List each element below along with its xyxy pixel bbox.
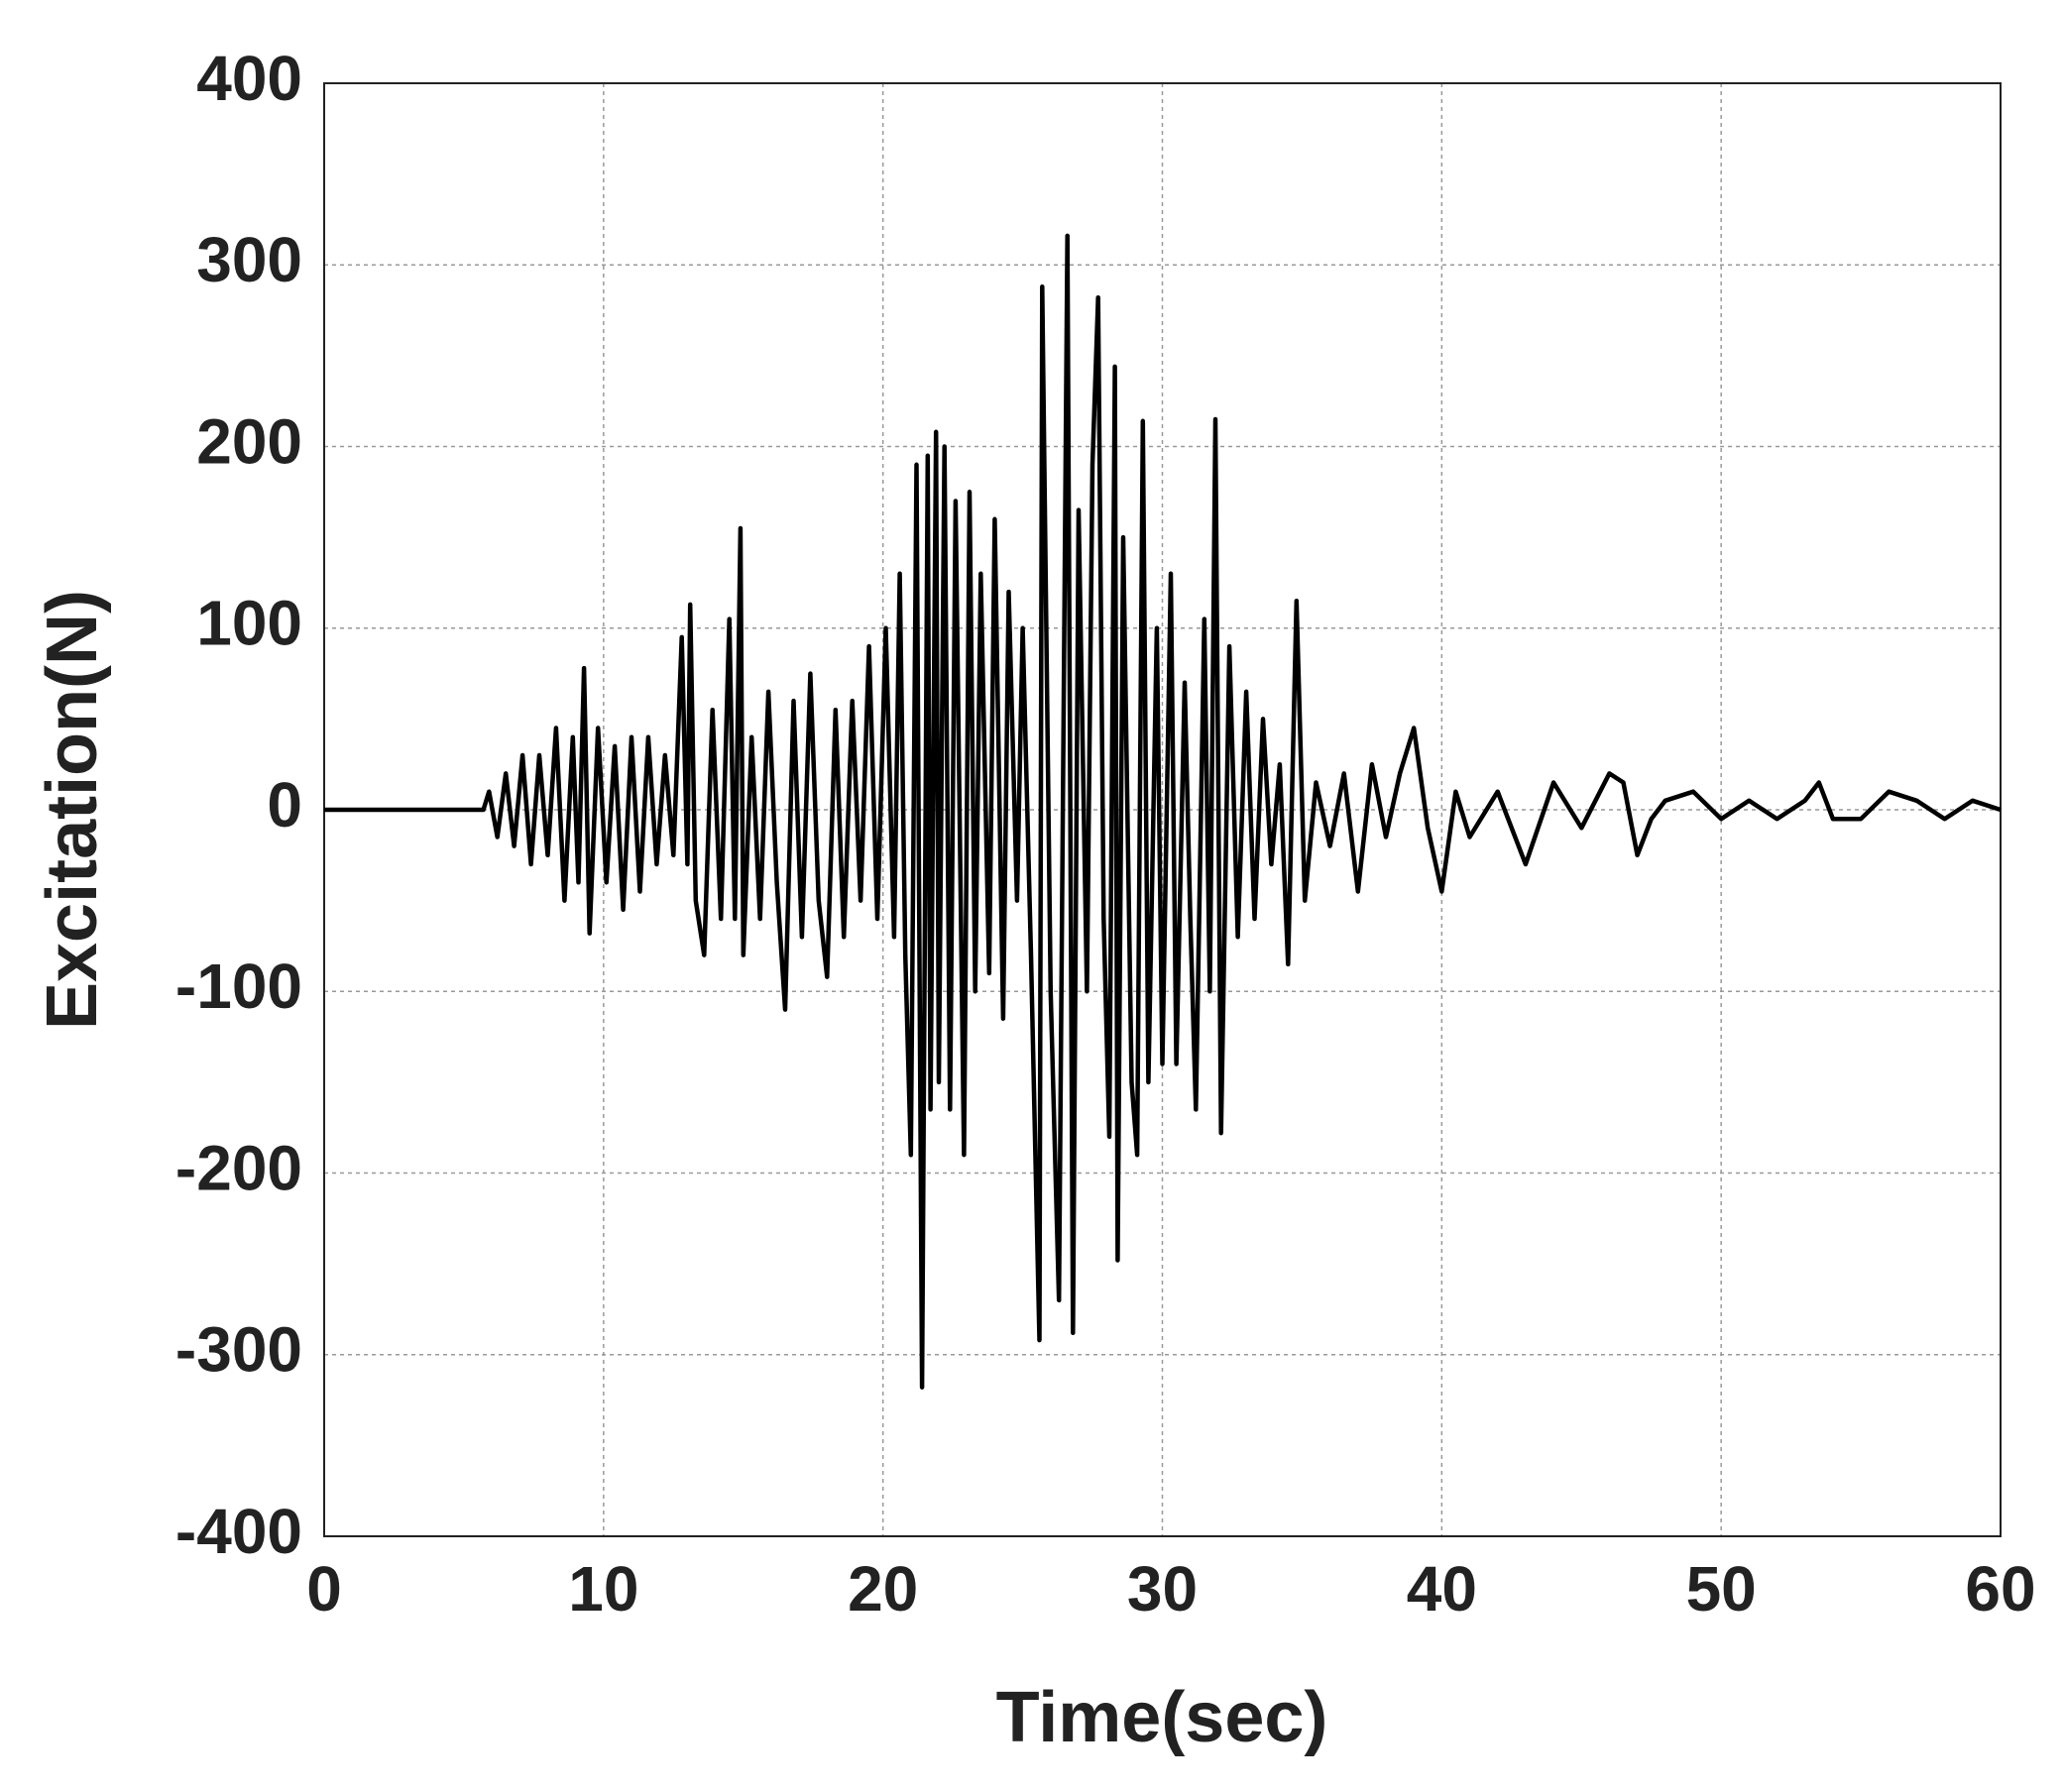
x-tick-label: 50: [1686, 1553, 1757, 1624]
x-tick-label: 40: [1407, 1553, 1477, 1624]
y-tick-label: -100: [175, 951, 302, 1022]
y-tick-label: -300: [175, 1314, 302, 1386]
x-tick-label: 60: [1965, 1553, 2035, 1624]
x-tick-label: 20: [848, 1553, 918, 1624]
x-axis-label: Time(sec): [996, 1678, 1328, 1757]
y-axis-label: Excitation(N): [33, 590, 112, 1030]
y-tick-label: 0: [267, 769, 302, 840]
y-tick-label: 100: [196, 588, 302, 659]
data-line: [324, 233, 2002, 1390]
y-tick-label: -400: [175, 1496, 302, 1567]
y-tick-label: -200: [175, 1132, 302, 1203]
x-tick-label: 0: [306, 1553, 342, 1624]
y-tick-label: 300: [196, 224, 302, 295]
x-tick-label: 30: [1127, 1553, 1198, 1624]
y-tick-label: 400: [196, 43, 302, 114]
x-tick-label: 10: [568, 1553, 638, 1624]
y-tick-label: 200: [196, 405, 302, 477]
